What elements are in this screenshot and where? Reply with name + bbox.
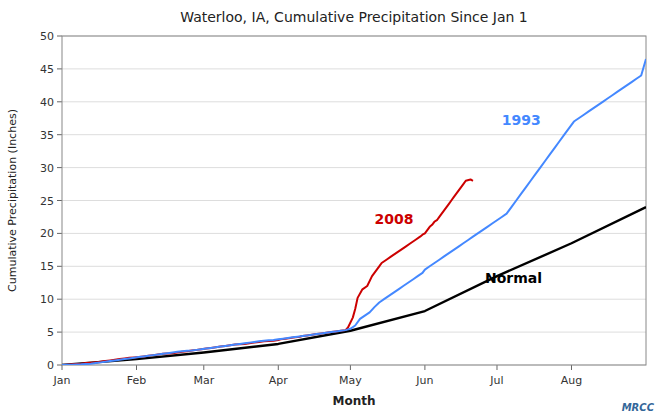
y-tick [57, 36, 62, 37]
grid-line [62, 200, 646, 201]
y-tick [57, 266, 62, 267]
series-line [62, 59, 646, 365]
series-line [62, 207, 646, 365]
x-tick-label: Jan [53, 374, 71, 387]
y-axis-label: Cumulative Precipitation (Inches) [6, 109, 19, 292]
y-tick-label: 20 [40, 227, 54, 240]
line-label: 2008 [374, 211, 413, 227]
grid-line [62, 332, 646, 333]
y-tick [57, 332, 62, 333]
plot-area [62, 36, 646, 365]
y-tick [57, 200, 62, 201]
y-tick-label: 10 [40, 293, 54, 306]
chart: 0 5 10 15 20 25 30 35 40 45 50 Jan Feb Mar Apr May Jun Ju… [0, 0, 664, 417]
y-tick-label: 5 [47, 326, 54, 339]
y-tick [57, 233, 62, 234]
x-tick-label: Feb [127, 374, 146, 387]
series-group [62, 59, 646, 365]
x-tick [571, 365, 572, 370]
x-tick [424, 365, 425, 370]
y-tick-label: 15 [40, 260, 54, 273]
line-label: Normal [485, 270, 542, 286]
plot-frame [62, 36, 646, 365]
y-tick-label: 25 [40, 195, 54, 208]
grid-line [62, 266, 646, 267]
y-tick [57, 299, 62, 300]
y-tick [57, 167, 62, 168]
x-tick [136, 365, 137, 370]
line-label: 1993 [502, 112, 541, 128]
x-tick-label: May [339, 374, 362, 387]
x-tick [203, 365, 204, 370]
y-tick-label: 35 [40, 129, 54, 142]
grid-line [62, 68, 646, 69]
x-tick-label: Aug [561, 374, 582, 387]
x-tick [350, 365, 351, 370]
x-tick [278, 365, 279, 370]
x-axis-label: Month [332, 394, 375, 408]
grid-line [62, 299, 646, 300]
title: Waterloo, IA, Cumulative Precipitation S… [180, 9, 528, 25]
series-line [62, 179, 473, 365]
y-tick [57, 101, 62, 102]
grid-line [62, 167, 646, 168]
y-tick [57, 68, 62, 69]
x-tick-label: Jun [415, 374, 433, 387]
grid-line [62, 233, 646, 234]
x-tick [62, 365, 63, 370]
y-tick [57, 365, 62, 366]
y-tick-label: 50 [40, 30, 54, 43]
x-tick-label: Mar [193, 374, 214, 387]
grid-line [62, 101, 646, 102]
x-tick-label: Apr [269, 374, 289, 387]
y-tick-label: 45 [40, 63, 54, 76]
y-tick-label: 40 [40, 96, 54, 109]
credit: MRCC [622, 402, 655, 413]
y-tick-label: 30 [40, 162, 54, 175]
grid-line [62, 134, 646, 135]
y-tick [57, 134, 62, 135]
x-tick-label: Jul [489, 374, 503, 387]
x-tick [496, 365, 497, 370]
y-tick-label: 0 [47, 359, 54, 372]
